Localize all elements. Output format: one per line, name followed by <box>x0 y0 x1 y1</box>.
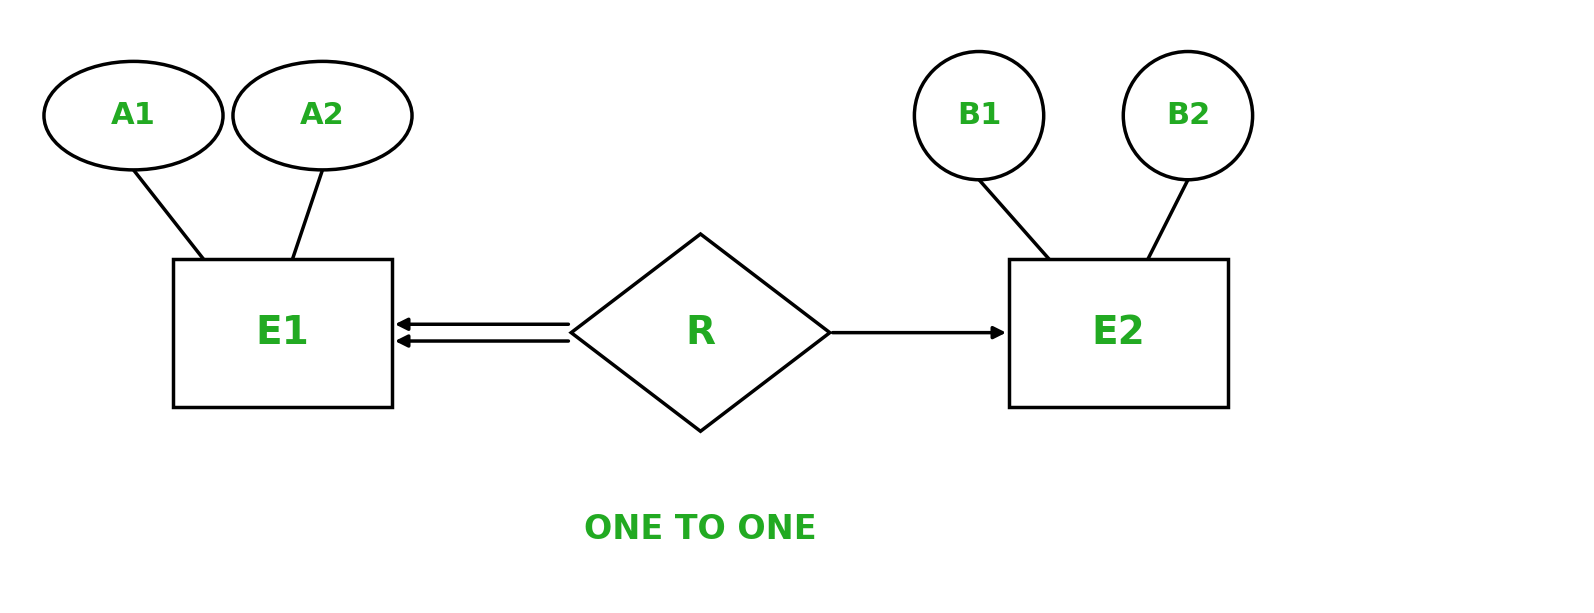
Ellipse shape <box>233 61 411 170</box>
Ellipse shape <box>45 61 223 170</box>
Text: R: R <box>685 314 716 352</box>
Text: B2: B2 <box>1165 101 1210 130</box>
Text: ONE TO ONE: ONE TO ONE <box>583 514 816 546</box>
Text: E1: E1 <box>255 314 309 352</box>
Ellipse shape <box>1124 51 1253 180</box>
FancyBboxPatch shape <box>174 259 392 406</box>
Text: A1: A1 <box>112 101 156 130</box>
FancyBboxPatch shape <box>1009 259 1227 406</box>
Text: A2: A2 <box>300 101 344 130</box>
Text: B1: B1 <box>956 101 1001 130</box>
Polygon shape <box>571 234 830 432</box>
Text: E2: E2 <box>1092 314 1144 352</box>
Ellipse shape <box>915 51 1044 180</box>
